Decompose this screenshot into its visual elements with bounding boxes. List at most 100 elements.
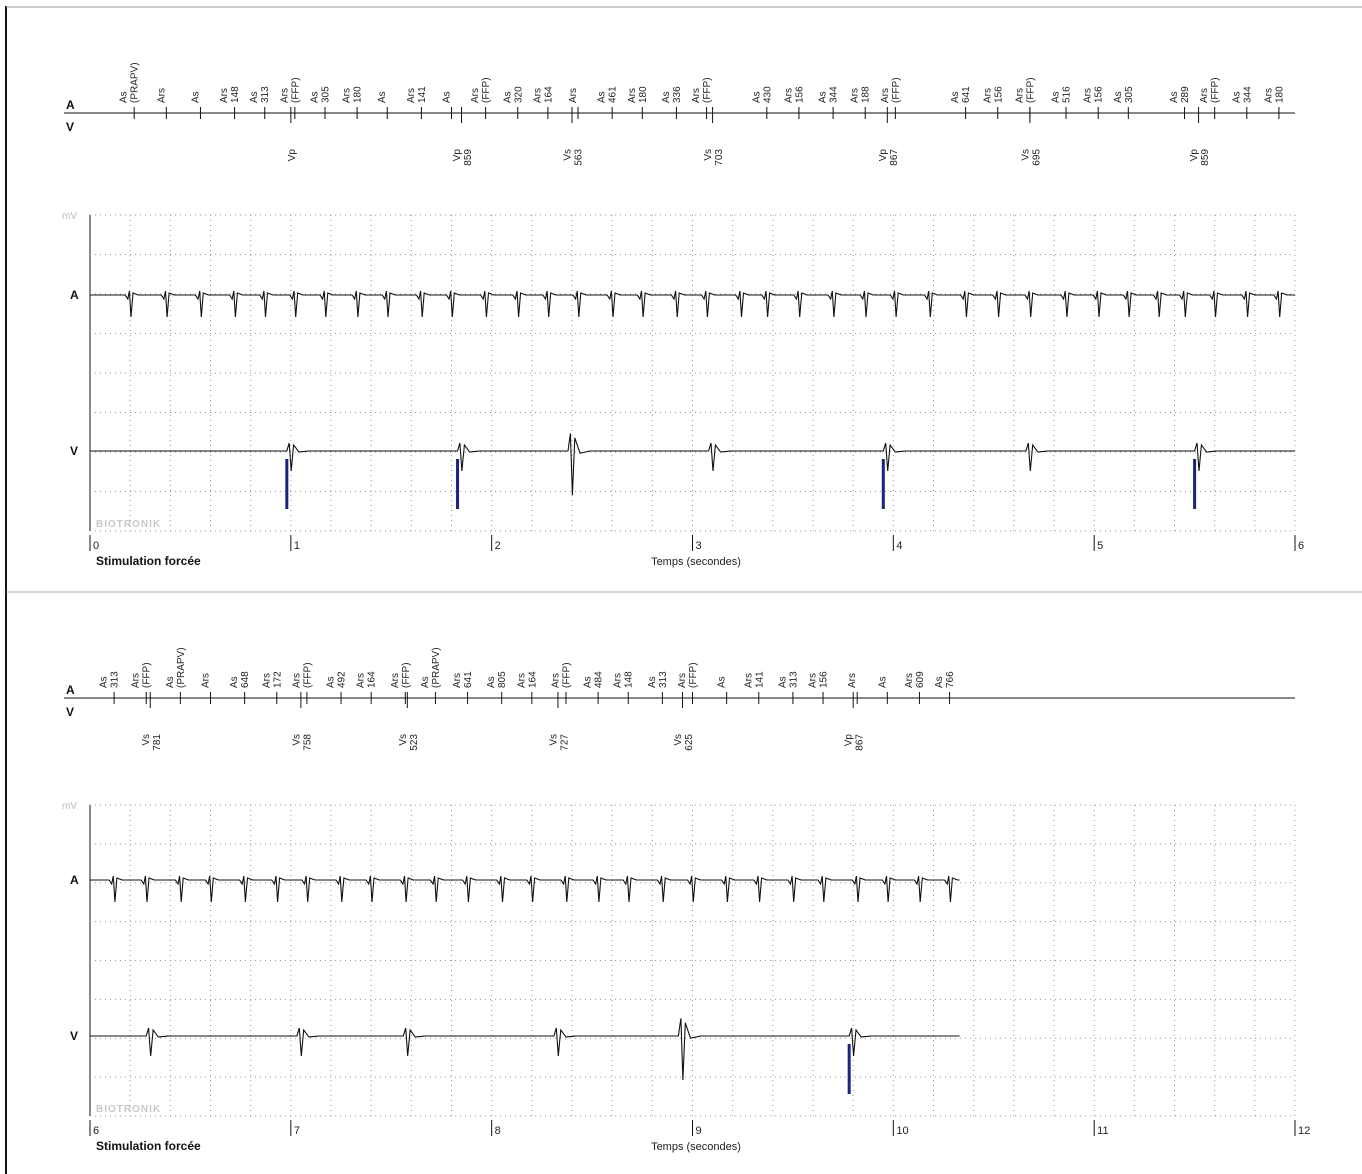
atrial-marker-label: As (877, 676, 888, 688)
atrial-marker-label: 305 (1124, 86, 1135, 103)
atrial-marker-label: (FFP) (401, 662, 412, 688)
time-tick-label: 4 (896, 540, 902, 552)
atrial-marker-label: As (99, 676, 110, 688)
atrial-marker-label: 609 (915, 671, 926, 688)
atrial-marker-label: Ars (470, 88, 481, 103)
atrial-marker-label: 156 (993, 86, 1004, 103)
atrial-marker-label: As (165, 676, 176, 688)
atrial-marker-label: 148 (624, 671, 635, 688)
atrial-marker-label: As (249, 91, 260, 103)
atrial-marker-label: Ars (261, 673, 272, 688)
atrial-marker-label: 148 (230, 86, 241, 103)
atrial-marker-label: Ars (342, 88, 353, 103)
atrial-marker-label: Ars (406, 88, 417, 103)
atrial-marker-label: 492 (337, 671, 348, 688)
atrial-marker-label: As (661, 91, 672, 103)
atrial-marker-label: 180 (1274, 86, 1285, 103)
ventricular-marker-label: 727 (559, 734, 570, 751)
atrial-marker-label: (PRAPV) (176, 647, 187, 688)
atrial-marker-label: 344 (1242, 86, 1253, 103)
x-axis-label: Temps (secondes) (651, 1141, 741, 1153)
atrial-marker-label: 156 (819, 671, 830, 688)
atrial-marker-label: Ars (550, 673, 561, 688)
atrial-marker-label: 180 (638, 86, 649, 103)
ventricular-marker-label: 563 (574, 149, 585, 166)
atrial-marker-label: Ars (743, 673, 754, 688)
atrial-marker-label: Ars (627, 88, 638, 103)
atrial-marker-label: Ars (982, 88, 993, 103)
atrial-trace (90, 875, 960, 903)
ventricular-marker-label: 625 (684, 734, 695, 751)
atrial-marker-label: 188 (861, 86, 872, 103)
time-tick-label: 8 (495, 1125, 501, 1137)
atrial-marker-label: Ars (532, 88, 543, 103)
ventricular-marker-label: 703 (714, 149, 725, 166)
atrial-marker-label: Ars (691, 88, 702, 103)
time-tick-label: 3 (696, 540, 702, 552)
atrial-marker-label: 141 (754, 671, 765, 688)
atrial-marker-label: (PRAPV) (431, 647, 442, 688)
atrial-marker-label: As (950, 91, 961, 103)
atrial-marker-label: Ars (356, 673, 367, 688)
atrial-marker-label: As (583, 676, 594, 688)
ventricular-marker-label: Vp (844, 734, 855, 747)
atrial-marker-label: Ars (850, 88, 861, 103)
panel-title: Stimulation forcée (96, 554, 201, 568)
atrial-marker-label: 430 (762, 86, 773, 103)
atrial-marker-label: (FFP) (891, 77, 902, 103)
atrial-marker-label: As (229, 676, 240, 688)
ventricular-trace (90, 433, 1295, 496)
atrial-marker-label: Ars (808, 673, 819, 688)
atrial-marker-label: As (717, 676, 728, 688)
atrial-marker-label: 766 (945, 671, 956, 688)
ventricular-marker-label: 859 (463, 149, 474, 166)
atrial-marker-label: 141 (417, 86, 428, 103)
atrial-marker-label: 641 (961, 86, 972, 103)
atrial-marker-label: (FFP) (702, 77, 713, 103)
atrial-marker-label: (FFP) (1210, 77, 1221, 103)
atrial-marker-label: As (442, 91, 453, 103)
atrial-marker-label: 164 (527, 671, 538, 688)
atrial-marker-label: 313 (110, 671, 121, 688)
atrial-marker-label: As (1051, 91, 1062, 103)
atrial-marker-label: Ars (279, 88, 290, 103)
atrial-marker-label: 164 (543, 86, 554, 103)
atrial-marker-label: 461 (608, 86, 619, 103)
atrial-marker-label: Ars (201, 673, 212, 688)
ventricular-marker-label: Vs (398, 734, 409, 746)
atrial-marker-label: (FFP) (688, 662, 699, 688)
atrial-marker-label: As (190, 91, 201, 103)
atrial-marker-label: As (377, 91, 388, 103)
atrial-marker-label: As (934, 676, 945, 688)
atrial-marker-label: As (1231, 91, 1242, 103)
atrial-marker-label: Ars (291, 673, 302, 688)
atrial-marker-label: Ars (847, 673, 858, 688)
trace-label-v: V (70, 444, 78, 458)
atrial-marker-label: Ars (1083, 88, 1094, 103)
ventricular-marker-label: Vs (291, 734, 302, 746)
ventricular-marker-label: Vs (1020, 149, 1031, 161)
atrial-marker-label: Ars (904, 673, 915, 688)
atrial-marker-label: 320 (513, 86, 524, 103)
atrial-marker-label: Ars (880, 88, 891, 103)
panel-title: Stimulation forcée (96, 1139, 201, 1153)
atrial-marker-label: (FFP) (302, 662, 313, 688)
atrial-marker-label: As (326, 676, 337, 688)
atrial-marker-label: (FFP) (1025, 77, 1036, 103)
time-tick-label: 9 (696, 1125, 702, 1137)
atrial-marker-label: (FFP) (290, 77, 301, 103)
atrial-marker-label: 156 (1094, 86, 1105, 103)
ventricular-marker-label: 781 (152, 734, 163, 751)
atrial-marker-label: (PRAPV) (130, 62, 141, 103)
trace-label-a: A (70, 288, 79, 302)
ventricular-trace (90, 1018, 960, 1081)
atrial-marker-label: (FFP) (561, 662, 572, 688)
marker-row-label-a: A (66, 683, 75, 697)
atrial-trace (90, 290, 1295, 318)
atrial-marker-label: 648 (240, 671, 251, 688)
time-tick-label: 6 (1298, 540, 1304, 552)
ventricular-marker-label: Vs (141, 734, 152, 746)
atrial-marker-label: 164 (367, 671, 378, 688)
ventricular-marker-label: 695 (1031, 149, 1042, 166)
